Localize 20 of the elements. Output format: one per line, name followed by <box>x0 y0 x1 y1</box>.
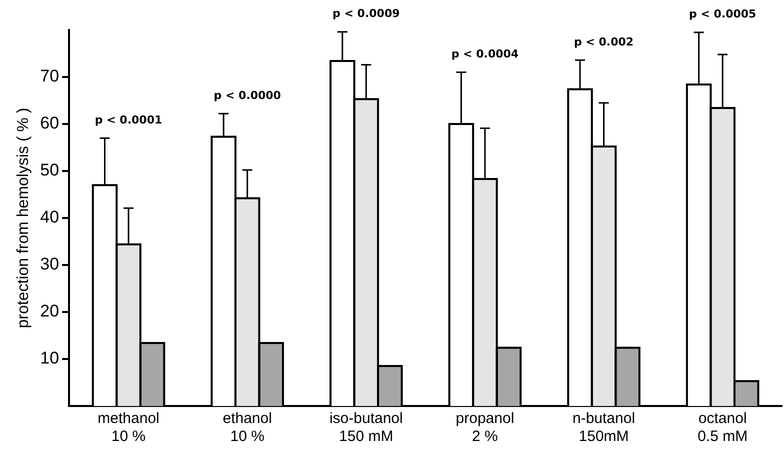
x-tick-label: propanol 2 % <box>456 410 514 446</box>
x-tick-label: octanol 0.5 mM <box>698 410 748 446</box>
y-tick-label: 10 <box>40 348 60 368</box>
annotation: p < 0.0001 <box>94 113 162 126</box>
y-tick-label: 60 <box>40 114 60 133</box>
text: p < 0.0005 <box>688 8 756 21</box>
x-tick-label: ethanol 10 % <box>222 410 272 446</box>
x-tick-label: n-butanol 150mM <box>572 410 636 446</box>
y-tick-label: 30 <box>40 254 60 274</box>
x-tick-label: iso-butanol 150 mM <box>329 410 403 446</box>
annotation: p < 0.0000 <box>214 89 282 102</box>
y-tick-label: 50 <box>40 160 60 180</box>
text: p < 0.0009 <box>332 7 400 20</box>
y-axis-title: protection from hemolysis ( % ) <box>15 108 32 328</box>
y-tick-label: 40 <box>40 208 60 227</box>
x-tick-label: methanol 10 % <box>98 410 160 446</box>
y-tick-label: 70 <box>40 66 60 86</box>
annotation: p < 0.0004 <box>451 48 519 61</box>
y-tick-label: 20 <box>40 302 60 321</box>
annotation: p < 0.002 <box>574 35 634 48</box>
